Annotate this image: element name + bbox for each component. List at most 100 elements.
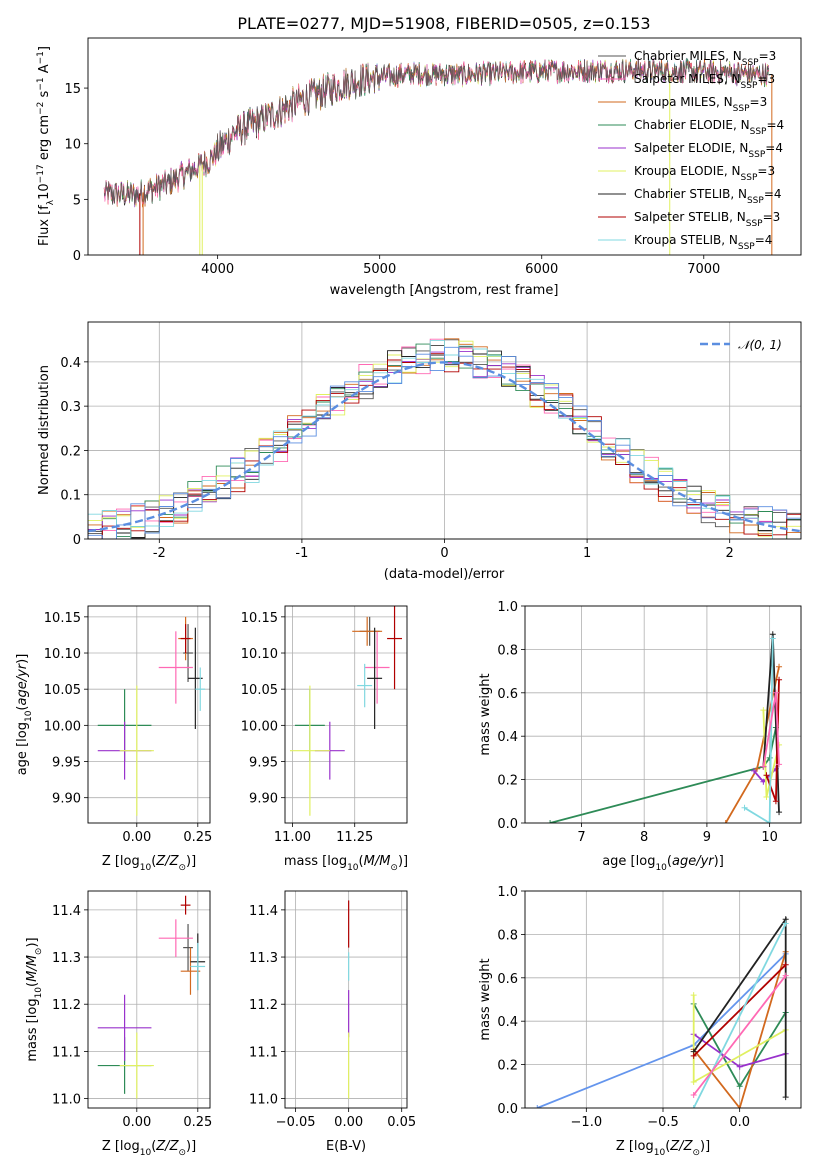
x-tick-label: 6000: [525, 262, 558, 277]
y-tick-label: 0.0: [497, 1102, 518, 1117]
legend-entry: Salpeter MILES, NSSP=3: [634, 72, 775, 91]
x-tick-label: 0.0: [729, 1115, 750, 1130]
x-tick-label: 0: [440, 546, 448, 561]
y-tick-label: 11.0: [249, 1093, 278, 1108]
weight-marker: [782, 920, 789, 927]
y-tick-label: 15: [64, 82, 81, 97]
legend-entry: Salpeter STELIB, NSSP=3: [634, 210, 780, 229]
y-tick-label: 11.2: [52, 998, 81, 1013]
y-tick-label: 0.2: [497, 774, 518, 789]
spectrum-line-chabrier-miles: [103, 57, 769, 205]
error-bar-chabrier-miles: [183, 924, 193, 972]
histogram-step: [88, 340, 801, 539]
y-tick-label: 11.3: [52, 951, 81, 966]
x-tick-label: 1: [583, 546, 591, 561]
x-tick-label: -2: [153, 546, 166, 561]
mass-vs-ebv-panel: −0.05 0.00 0.05 11.0 11.1 11.2 11.3 11.4 E(B-V): [249, 890, 416, 1154]
weight-line-kroupa-miles: [692, 951, 787, 1108]
y-tick-label: 0: [73, 533, 81, 548]
histogram-step: [88, 346, 801, 539]
x-axis-label: E(B-V): [326, 1139, 366, 1154]
error-bar-kroupa-stelib: [190, 942, 206, 991]
weight-line-cornflower: [536, 953, 787, 1108]
weight-marker: [722, 820, 729, 823]
x-axis-label: mass [log10(M/M⊙)]: [284, 854, 408, 873]
y-tick-label: 0.4: [497, 1015, 518, 1030]
x-tick-label: 5000: [363, 262, 396, 277]
x-tick-label: 4000: [201, 262, 234, 277]
y-tick-label: 10.05: [44, 683, 81, 698]
y-axis-label: Normed distribution: [37, 365, 52, 495]
weight-marker: [690, 1052, 697, 1059]
error-bar-kroupa-stelib: [195, 667, 206, 711]
axes-frame: [87, 890, 211, 1109]
y-tick-label: 0.6: [497, 687, 518, 702]
error-bar-salpeter-miles: [158, 631, 193, 704]
weight-line-salpeter-miles: [692, 975, 787, 1096]
error-bar-kroupa-elodie: [119, 685, 154, 816]
y-tick-label: 11.4: [249, 904, 278, 919]
y-tick-label: 9.95: [52, 756, 81, 771]
y-tick-label: 0.4: [497, 730, 518, 745]
y-tick-label: 11.1: [52, 1045, 81, 1060]
y-tick-label: 9.90: [52, 792, 81, 807]
x-tick-label: 7: [577, 830, 585, 845]
weight-marker: [741, 804, 748, 811]
x-tick-label: 9: [703, 830, 711, 845]
y-tick-label: 10.00: [241, 719, 278, 734]
weight-marker: [782, 961, 789, 968]
weight-marker: [736, 1105, 743, 1108]
age-vs-metallicity-panel: 0.00 0.25 9.90 9.95 10.00 10.05 10.10 10.15 Z [l…: [15, 605, 212, 873]
weight-marker: [782, 972, 789, 979]
y-tick-label: 0.8: [497, 643, 518, 658]
weight-line-kroupa-stelib: [744, 638, 774, 823]
weight-marker: [772, 689, 779, 696]
weight-marker: [690, 1105, 697, 1108]
error-bar-kroupa-miles: [352, 616, 383, 646]
legend-entry: Chabrier ELODIE, NSSP=4: [634, 118, 784, 137]
y-tick-label: 0.4: [60, 356, 81, 371]
y-tick-label: 0.6: [497, 972, 518, 987]
weight-marker: [766, 754, 773, 761]
age-vs-mass-panel: 11.00 11.25 9.90 9.95 10.00 10.05 10.10 10.15 ma…: [241, 605, 408, 873]
y-tick-label: 0.8: [497, 928, 518, 943]
error-bar-kroupa-miles: [180, 947, 201, 995]
weight-marker: [690, 992, 697, 999]
axes-frame: [524, 890, 802, 1109]
y-tick-label: 0.3: [60, 400, 81, 415]
y-tick-label: 11.3: [249, 951, 278, 966]
weight-marker: [769, 635, 776, 642]
y-tick-label: 11.2: [249, 998, 278, 1013]
y-tick-label: 10: [64, 138, 81, 153]
weight-marker: [766, 820, 773, 823]
weight-marker: [772, 798, 779, 805]
weight-line-kroupa-stelib: [692, 923, 787, 1108]
axes-frame: [87, 605, 211, 824]
legend-entry: Kroupa ELODIE, NSSP=3: [634, 164, 775, 183]
y-tick-label: 9.95: [249, 756, 278, 771]
x-tick-label: 2: [726, 546, 734, 561]
y-axis-label: mass weight: [478, 673, 493, 755]
y-tick-label: 10.15: [241, 611, 278, 626]
y-tick-label: 9.90: [249, 792, 278, 807]
y-tick-label: 10.05: [241, 683, 278, 698]
y-tick-label: 0.2: [497, 1059, 518, 1074]
y-tick-label: 0.0: [497, 817, 518, 832]
y-axis-label: mass weight: [478, 958, 493, 1040]
x-tick-label: −0.5: [647, 1115, 679, 1130]
weight-marker: [776, 761, 783, 768]
error-bar-kroupa-stelib: [357, 663, 373, 708]
y-tick-label: 5: [73, 193, 81, 208]
y-tick-label: 10.10: [44, 647, 81, 662]
y-axis-label: age [log10(age/yr)]: [15, 654, 34, 776]
weight-vs-age-panel: 7 8 9 10 0.0 0.2 0.4 0.6 0.8 1.0 age [log10(age/yr…: [478, 600, 802, 873]
x-axis-label: age [log10(age/yr)]: [602, 854, 724, 873]
figure-title: PLATE=0277, MJD=51908, FIBERID=0505, z=0…: [237, 14, 650, 33]
error-bar-kroupa-elodie: [119, 1032, 154, 1099]
weight-marker: [736, 1083, 743, 1090]
error-bar-salpeter-stelib: [180, 624, 191, 654]
x-tick-label: 0.00: [334, 1115, 363, 1130]
x-tick-label: 0.05: [387, 1115, 416, 1130]
error-bar-chabrier-stelib: [367, 627, 383, 729]
axes-frame: [284, 890, 408, 1109]
